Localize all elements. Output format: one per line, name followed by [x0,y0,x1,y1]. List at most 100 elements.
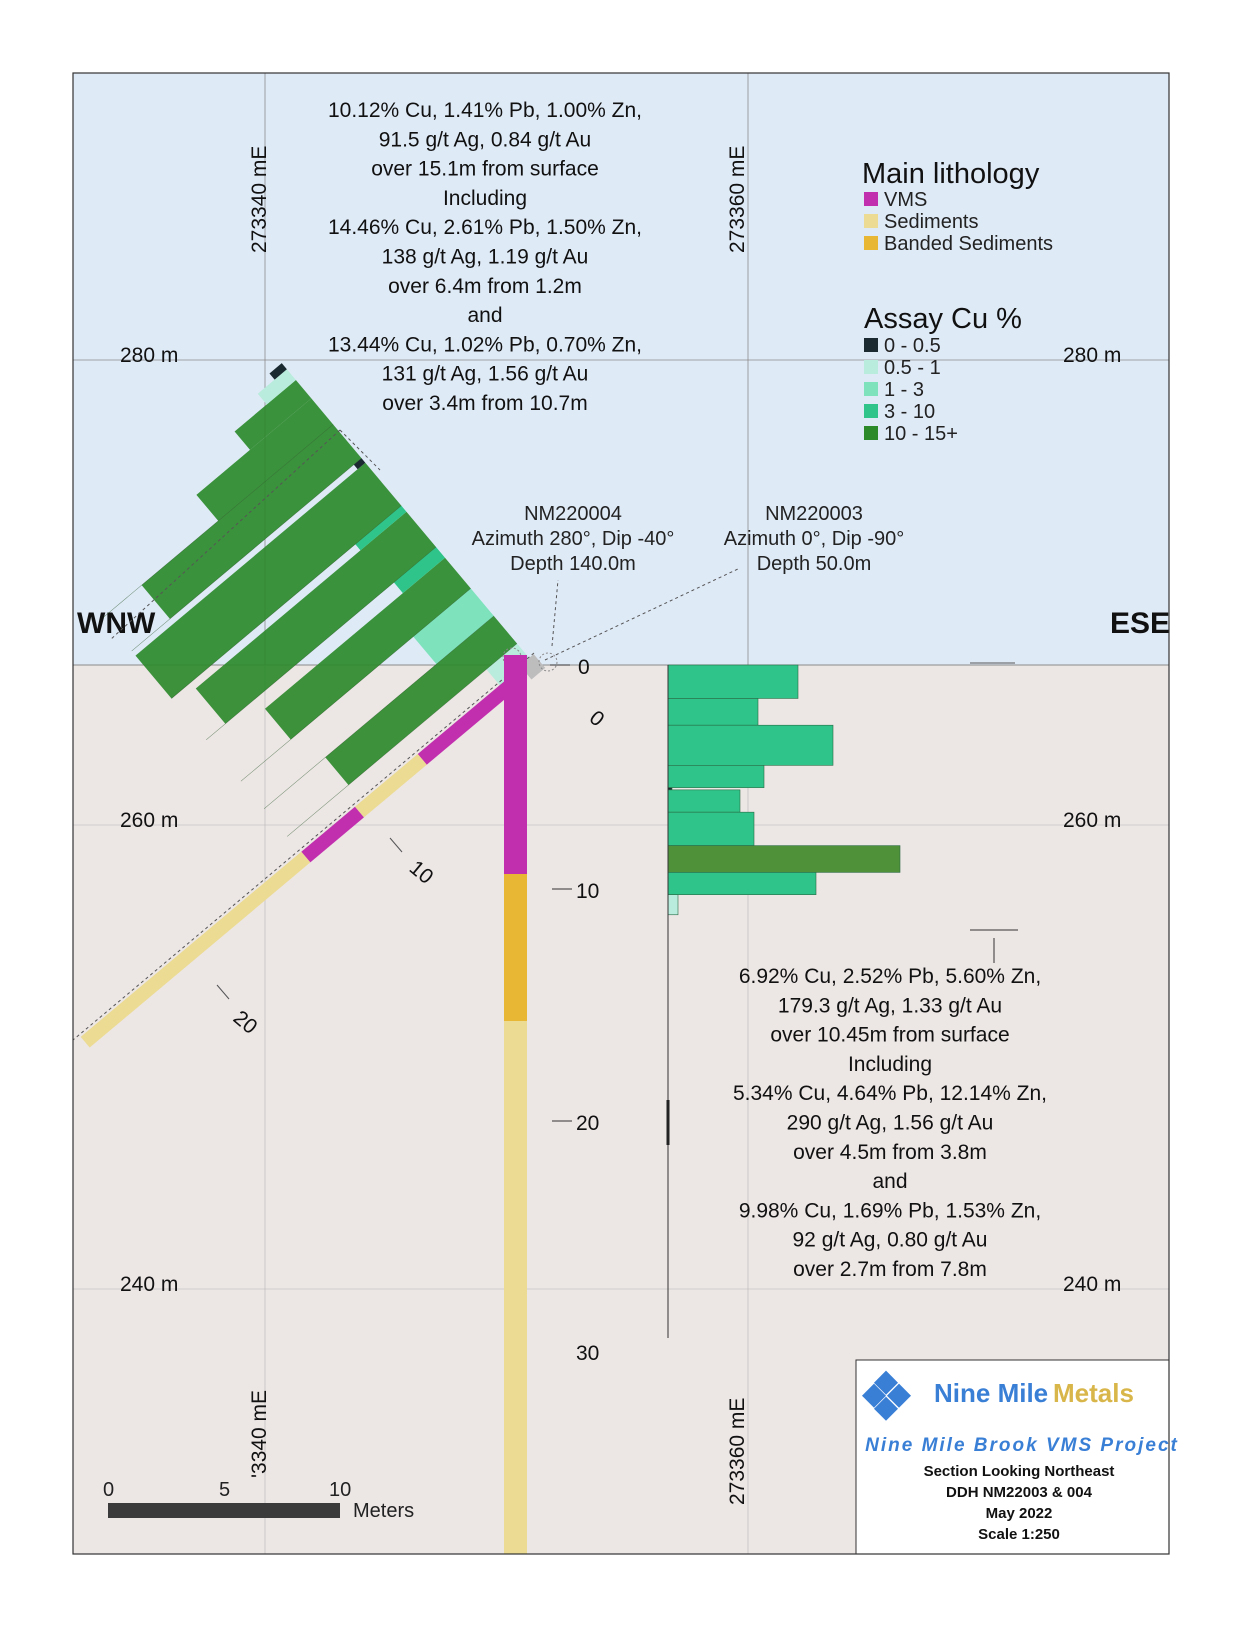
legend-swatch-assay-1 [864,360,878,374]
scale-unit: Meters [353,1500,414,1522]
elevation-label-left-280: 280 m [120,344,178,367]
legend-label-vms: VMS [884,189,927,211]
legend-swatch-banded-sediments [864,236,878,250]
legend-swatch-assay-3 [864,404,878,418]
hole-label-nm220003: NM220003 Azimuth 0°, Dip -90° Depth 50.0… [724,503,905,575]
callout-line: 10.12% Cu, 1.41% Pb, 1.00% Zn, [328,99,642,122]
callout-line: Including [443,187,527,210]
legend-label-assay-4: 10 - 15+ [884,423,958,445]
lithology-interval-vms [301,806,364,863]
legend-lithology-title: Main lithology [862,158,1040,190]
assay-bar [667,724,834,766]
assay-bar [667,787,673,791]
scale-bar-segment [108,1503,340,1518]
hole-id: NM220003 [765,503,863,525]
lithology-interval-sediments [80,851,311,1048]
callout-line: over 6.4m from 1.2m [388,275,582,298]
legend-label-assay-3: 3 - 10 [884,401,935,423]
hole-trace-dashed [72,652,535,1041]
scale-tick-5: 5 [219,1479,230,1501]
lithology-interval-banded-sediments [504,874,527,1021]
assay-callout-nm220004: 10.12% Cu, 1.41% Pb, 1.00% Zn, 91.5 g/t A… [328,99,642,415]
lithology-interval-sediments [504,1021,527,1554]
title-line: DDH NM22003 & 004 [946,1484,1093,1501]
title-line: May 2022 [986,1505,1053,1522]
vertical-depth-tick-30: 30 [576,1342,599,1365]
assay-bar [234,380,312,450]
easting-label-left-bottom: '3340 mE [248,1390,271,1478]
hole-leader-dashed [551,579,559,647]
assay-bar [667,664,799,699]
lithology-interval-sediments [354,753,427,818]
vertical-depth-tick-10: 10 [576,880,599,903]
vertical-depth-tick-20: 20 [576,1112,599,1135]
elevation-label-left-240: 240 m [120,1273,178,1296]
lithology-interval-vms [417,673,523,765]
hole-depth: Depth 140.0m [510,553,636,575]
callout-line: over 2.7m from 7.8m [793,1258,987,1281]
callout-line: and [872,1170,907,1193]
assay-bar [393,547,446,594]
hole-depth: Depth 50.0m [757,553,872,575]
callout-leader-dashed [109,429,341,641]
assay-bar [667,765,765,788]
assay-bar [667,894,679,916]
map-frame [72,72,1170,1555]
callout-line: over 15.1m from surface [371,158,599,181]
assay-bar [667,698,759,726]
assay-bar [355,505,407,551]
collar-circle [538,652,558,672]
hole-label-nm220004: NM220004 Azimuth 280°, Dip -40° Depth 14… [472,503,675,575]
legend-swatch-assay-4 [864,426,878,440]
lithology-interval-vms [504,655,527,874]
callout-line: 5.34% Cu, 4.64% Pb, 12.14% Zn, [733,1082,1047,1105]
callout-line: Including [848,1053,932,1076]
title-line: Scale 1:250 [978,1526,1060,1543]
hole-id: NM220004 [524,503,622,525]
legend-label-assay-0: 0 - 0.5 [884,335,941,357]
vertical-depth-tick-0: 0 [578,656,590,679]
callout-line: 290 g/t Ag, 1.56 g/t Au [787,1112,994,1135]
callout-line: 138 g/t Ag, 1.19 g/t Au [382,246,589,269]
callout-line: over 3.4m from 10.7m [382,392,587,415]
legend: Main lithology VMS Sediments Banded Sedi… [862,158,1053,445]
hole-azimuth: Azimuth 280°, Dip -40° [472,528,675,550]
svg-text:Nine Mile: Nine Mile [934,1378,1048,1408]
callout-line: over 4.5m from 3.8m [793,1141,987,1164]
svg-text:Metals: Metals [1053,1378,1134,1408]
hole-azimuth: Azimuth 0°, Dip -90° [724,528,905,550]
elevation-label-right-240: 240 m [1063,1273,1121,1296]
callout-line: 9.98% Cu, 1.69% Pb, 1.53% Zn, [739,1199,1041,1222]
assay-bar [257,369,296,405]
assay-bar [196,398,334,521]
callout-line: over 10.45m from surface [770,1024,1009,1047]
assay-bar [667,845,901,873]
assay-histogram-nm220004 [103,363,535,837]
assay-callout-nm220003: 6.92% Cu, 2.52% Pb, 5.60% Zn, 179.3 g/t A… [733,965,1047,1281]
assay-bar [325,615,518,785]
callout-line: 92 g/t Ag, 0.80 g/t Au [793,1229,988,1252]
assay-bar [269,363,287,380]
easting-label-right-bottom: 273360 mE [726,1398,749,1505]
assay-bar [413,588,494,665]
assay-bar [667,811,755,846]
drill-trace-nm220004 [80,654,546,1048]
assay-bar [264,557,471,740]
legend-assay-title: Assay Cu % [864,303,1022,335]
assay-bar [195,511,437,724]
callout-line: 14.46% Cu, 2.61% Pb, 1.50% Zn, [328,216,642,239]
direction-label-wnw: WNW [77,607,156,640]
assay-bar [353,458,366,470]
assay-bar [667,872,817,895]
legend-label-banded-sediments: Banded Sediments [884,233,1053,255]
direction-label-ese: ESE [1110,607,1170,640]
callout-line: 13.44% Cu, 1.02% Pb, 0.70% Zn, [328,333,642,356]
scale-tick-0: 0 [103,1479,114,1501]
assay-bar [667,789,741,813]
legend-label-sediments: Sediments [884,211,979,233]
callout-line: and [467,304,502,327]
legend-swatch-assay-0 [864,338,878,352]
title-block: Nine Mile Metals Nine Mile Brook VMS Pro… [855,1359,1177,1555]
assay-bar [141,424,362,619]
